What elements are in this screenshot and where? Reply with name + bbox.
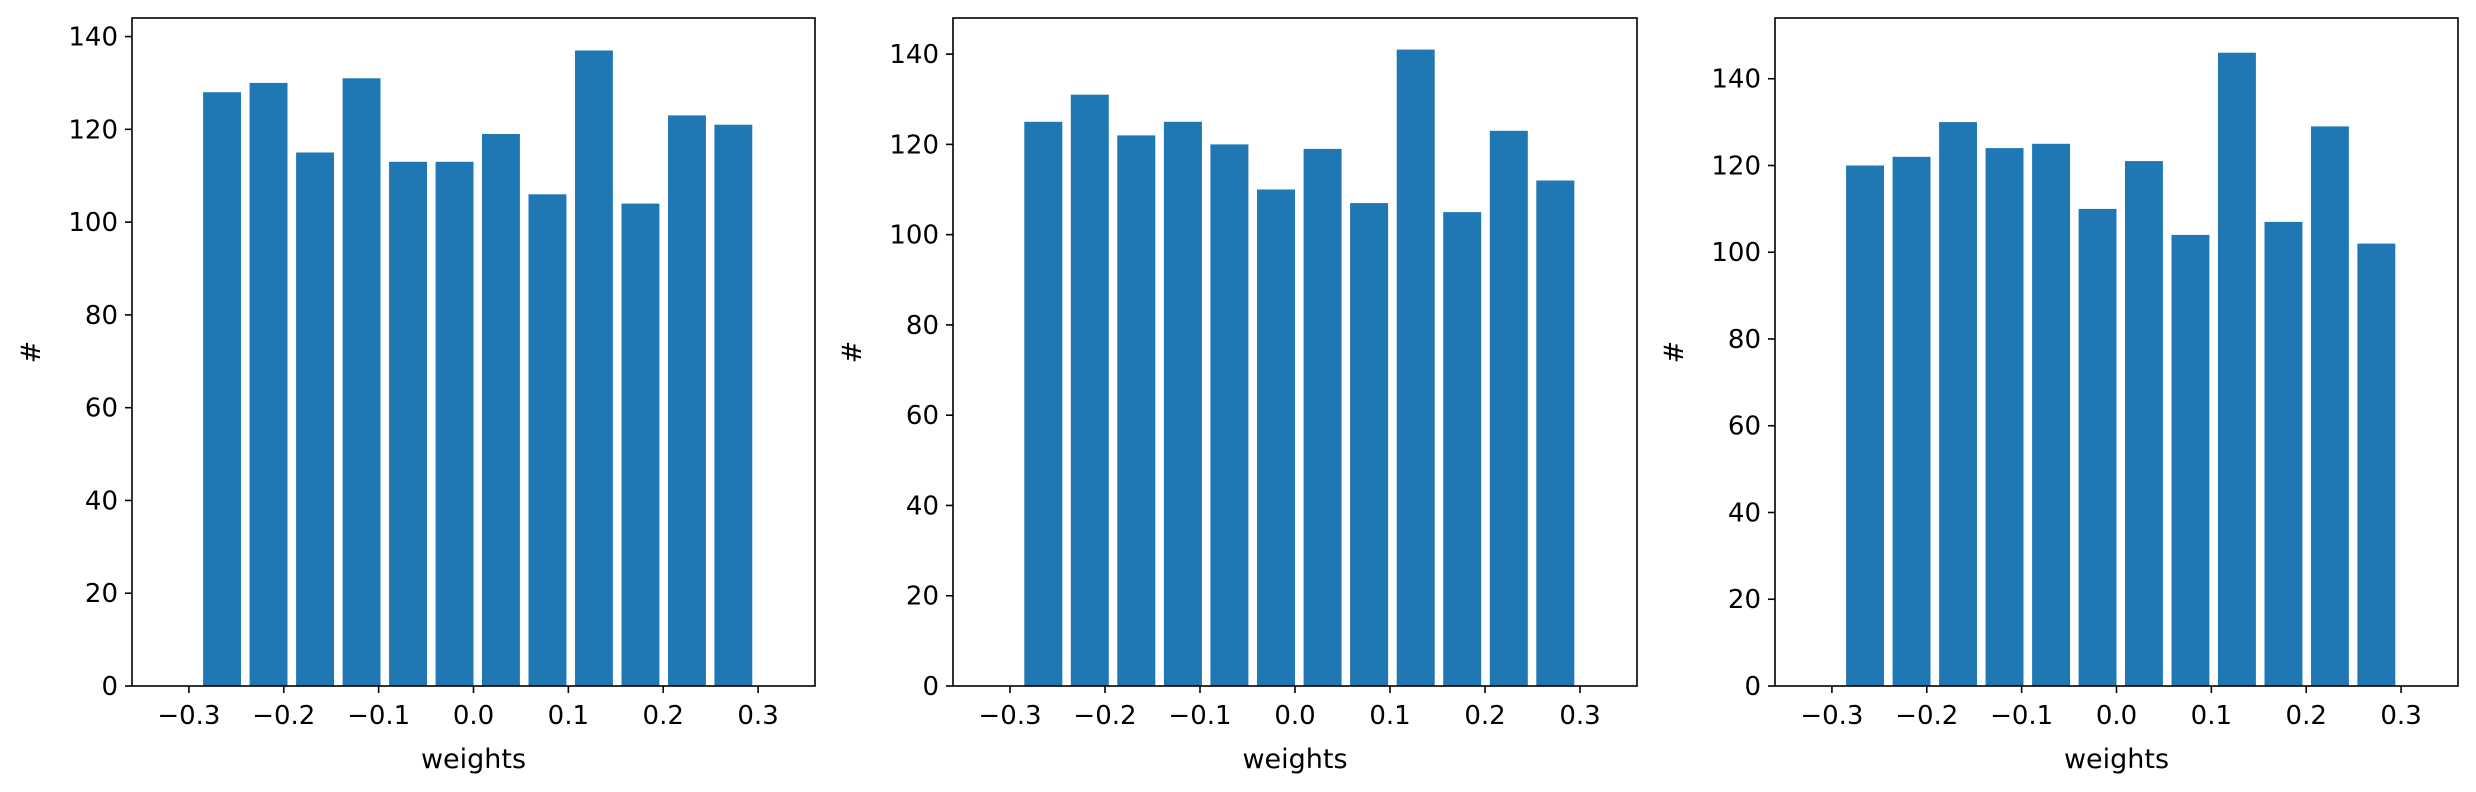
x-axis-label: weights [1242,744,1347,775]
bar [249,82,288,686]
bar [1489,130,1528,687]
x-tick-label: −0.3 [978,701,1041,731]
y-tick-label: 80 [85,301,118,331]
y-tick-label: 60 [85,394,118,424]
bar [203,92,241,686]
x-tick-label: −0.3 [1800,701,1863,731]
chart-panel-3: −0.3 −0.2 −0.1 0.0 0.1 0.2 0.3 0 20 40 60 80 100 120 1… [1659,17,2459,775]
bar [575,50,613,686]
x-tick-label: 0.0 [1274,701,1315,731]
y-tick-label: 20 [85,579,118,609]
bar [1985,148,2024,687]
x-tick-label: −0.2 [1073,701,1136,731]
bar [1350,203,1389,686]
x-tick-label: 0.1 [548,701,589,731]
y-tick-label: 120 [68,115,118,145]
bar [389,161,427,687]
bar [621,203,660,686]
bar [1846,165,1884,686]
bar [1443,212,1482,686]
bar [528,194,567,687]
bar [2171,234,2210,686]
x-tick-label: 0.2 [643,701,684,731]
y-axis-label: # [837,341,868,364]
x-tick-label: −0.2 [252,701,315,731]
x-tick-label: 0.2 [2286,701,2327,731]
bar [1303,148,1342,686]
y-tick-label: 100 [68,208,118,238]
y-tick-label: 120 [889,130,939,160]
bar [1024,121,1063,687]
x-tick-label: 0.0 [2096,701,2137,731]
y-tick-label: 0 [1744,672,1761,702]
x-tick-label: 0.3 [1559,701,1600,731]
x-axis-label: weights [2064,744,2169,775]
bar [1117,135,1156,686]
bar [1070,94,1109,686]
x-tick-label: 0.3 [2380,701,2421,731]
bar [1396,49,1435,687]
x-tick-label: 0.1 [2191,701,2232,731]
x-tick-label: 0.3 [737,701,778,731]
y-axis-label: # [16,341,47,364]
y-tick-label: 140 [889,40,939,70]
bar [482,134,520,686]
x-tick-label: 0.2 [1464,701,1505,731]
y-tick-label: 80 [1728,325,1761,355]
y-tick-label: 100 [1711,238,1761,268]
x-axis-label: weights [421,744,526,775]
bar [2311,126,2349,686]
bar [1892,156,1931,687]
y-tick-label: 0 [922,672,939,702]
bar [2357,243,2396,686]
bar [2078,208,2117,686]
bar [2264,221,2303,686]
bar [342,78,381,687]
y-axis-label: # [1659,341,1690,364]
chart-panel-2: −0.3 −0.2 −0.1 0.0 0.1 0.2 0.3 0 20 40 60 80 100 120 1… [837,17,1638,775]
bar [435,161,474,687]
y-tick-label: 40 [1728,498,1761,528]
bar [1536,180,1575,686]
y-tick-label: 140 [1711,65,1761,95]
bar [2218,52,2256,686]
y-tick-label: 20 [906,582,939,612]
bar [296,152,334,686]
bar [714,124,753,686]
bar [668,115,706,686]
y-tick-label: 40 [85,486,118,516]
bar [2125,161,2163,687]
y-tick-label: 0 [101,672,118,702]
y-tick-label: 120 [1711,151,1761,181]
y-tick-label: 20 [1728,585,1761,615]
x-tick-label: −0.2 [1895,701,1958,731]
y-tick-label: 80 [906,311,939,341]
x-tick-label: −0.1 [1990,701,2053,731]
x-tick-label: −0.3 [157,701,220,731]
y-tick-label: 100 [889,221,939,251]
bar [1257,189,1295,686]
bar [1163,121,1202,687]
y-tick-label: 60 [906,401,939,431]
x-tick-label: −0.1 [1168,701,1231,731]
bar [2032,143,2070,687]
y-tick-label: 140 [68,23,118,53]
bar [1939,122,1977,687]
x-tick-label: −0.1 [347,701,410,731]
chart-panel-1: −0.3 −0.2 −0.1 0.0 0.1 0.2 0.3 0 20 40 60 80 100 120 1… [16,17,816,775]
bar [1210,144,1249,686]
x-tick-label: 0.1 [1369,701,1410,731]
y-tick-label: 60 [1728,412,1761,442]
y-tick-label: 40 [906,491,939,521]
x-tick-label: 0.0 [453,701,494,731]
